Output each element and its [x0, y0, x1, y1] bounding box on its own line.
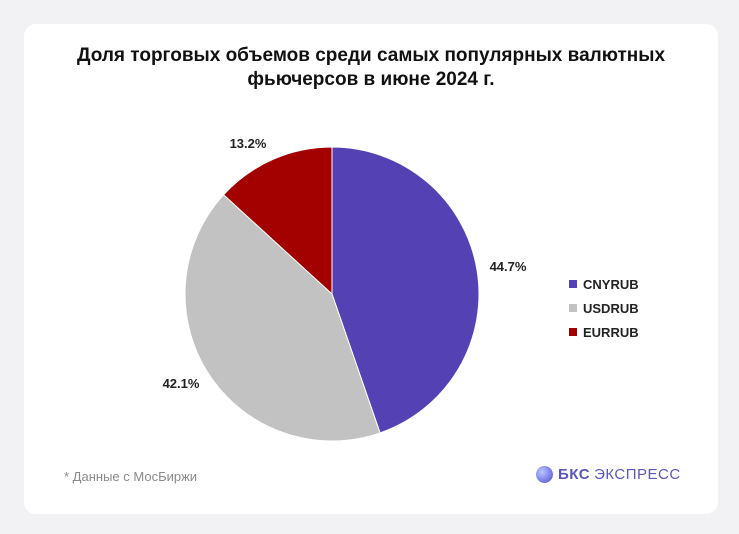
- legend-label-eurrub: EURRUB: [583, 324, 639, 340]
- legend-swatch-cnyrub: [569, 280, 577, 288]
- pie-slice-eurrub: [222, 146, 333, 296]
- pie-slice-cnyrub: [331, 146, 480, 434]
- data-label-usdrub: 42.1%: [163, 376, 200, 391]
- legend-label-usdrub: USDRUB: [583, 300, 639, 316]
- chart-title-line-1: Доля торговых объемов среди самых популя…: [76, 45, 666, 66]
- chart-title-line-2: фьючерсов в июне 2024 г.: [247, 69, 495, 90]
- brand-circle-icon: [536, 466, 553, 483]
- data-label-eurrub: 13.2%: [230, 136, 267, 151]
- chart-card: Доля торговых объемов среди самых популя…: [24, 24, 718, 514]
- source-footnote: * Данные с МосБиржи: [64, 469, 198, 484]
- legend-item-cnyrub: CNYRUB: [569, 272, 639, 296]
- legend: CNYRUB USDRUB EURRUB: [569, 272, 639, 344]
- legend-item-usdrub: USDRUB: [569, 296, 639, 320]
- pie-chart: 44.7% 42.1% 13.2%: [163, 136, 527, 442]
- brand-logo: БКС ЭКСПРЕСС: [536, 466, 681, 483]
- brand-name-rest: ЭКСПРЕСС: [594, 466, 681, 483]
- data-label-cnyrub: 44.7%: [490, 259, 527, 274]
- pie-slice-usdrub: [184, 194, 381, 442]
- brand-name-bold: БКС: [558, 466, 591, 483]
- legend-item-eurrub: EURRUB: [569, 320, 639, 344]
- legend-label-cnyrub: CNYRUB: [583, 276, 639, 292]
- legend-swatch-eurrub: [569, 328, 577, 336]
- legend-swatch-usdrub: [569, 304, 577, 312]
- chart-title: Доля торговых объемов среди самых популя…: [24, 44, 718, 92]
